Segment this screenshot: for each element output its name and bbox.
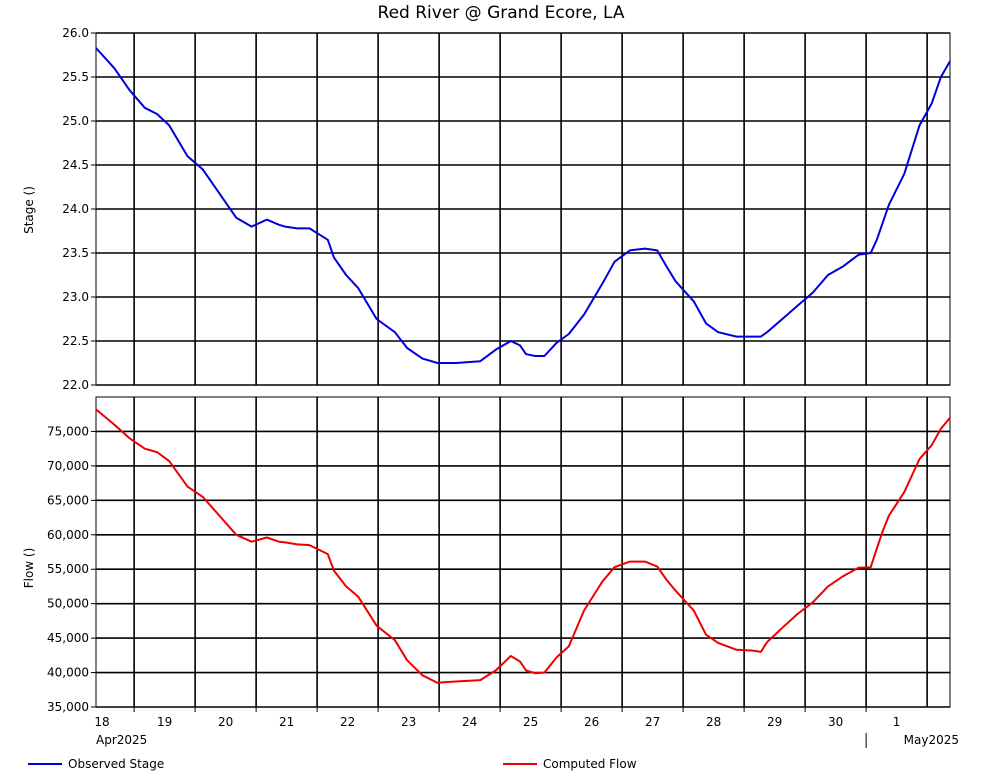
stage-ytick-label: 25.5 xyxy=(62,70,89,84)
x-tick-label: 18 xyxy=(94,715,109,729)
flow-ytick-label: 65,000 xyxy=(47,493,89,507)
flow-axis-label: Flow () xyxy=(22,548,36,589)
chart-title: Red River @ Grand Ecore, LA xyxy=(378,3,625,23)
stage-ytick-label: 25.0 xyxy=(62,114,89,128)
stage-ytick-label: 26.0 xyxy=(62,26,89,40)
x-month-label: May2025 xyxy=(904,733,959,747)
stage-ytick-label: 22.0 xyxy=(62,378,89,392)
flow-ytick-label: 60,000 xyxy=(47,528,89,542)
stage-ytick-label: 24.0 xyxy=(62,202,89,216)
x-tick-label: 28 xyxy=(706,715,721,729)
legend-flow-label: Computed Flow xyxy=(543,757,637,771)
flow-ytick-label: 40,000 xyxy=(47,666,89,680)
stage-axis-label: Stage () xyxy=(22,186,36,234)
x-tick-label: 30 xyxy=(828,715,843,729)
flow-ytick-label: 50,000 xyxy=(47,597,89,611)
stage-ytick-label: 23.0 xyxy=(62,290,89,304)
flow-ytick-label: 75,000 xyxy=(47,424,89,438)
x-tick-label: 23 xyxy=(401,715,416,729)
x-tick-label: 21 xyxy=(279,715,294,729)
stage-ytick-label: 22.5 xyxy=(62,334,89,348)
x-tick-label: 1 xyxy=(893,715,901,729)
flow-panel: 35,000 40,000 45,000 50,000 55,000 60,000 65,0… xyxy=(47,396,951,714)
stage-panel: 22.0 22.5 23.0 23.5 24.0 24.5 25.0 25.5 26.0 xyxy=(62,26,951,392)
flow-ytick-label: 70,000 xyxy=(47,459,89,473)
x-tick-label: 27 xyxy=(645,715,660,729)
stage-ytick-label: 23.5 xyxy=(62,246,89,260)
stage-ytick-label: 24.5 xyxy=(62,158,89,172)
stage-frame xyxy=(95,32,951,386)
x-tick-label: 20 xyxy=(218,715,233,729)
flow-ytick-label: 35,000 xyxy=(47,700,89,714)
flow-frame xyxy=(95,396,951,708)
x-tick-label: 22 xyxy=(340,715,355,729)
x-tick-label: 26 xyxy=(584,715,599,729)
flow-series-line xyxy=(95,408,951,684)
x-tick-label: 24 xyxy=(462,715,477,729)
legend: Observed Stage Computed Flow xyxy=(28,757,637,771)
x-tick-label: 25 xyxy=(523,715,538,729)
x-axis-labels: 18 19 20 21 22 23 24 25 26 27 28 29 30 1 Apr2025 May202… xyxy=(94,707,959,748)
legend-stage-label: Observed Stage xyxy=(68,757,164,771)
x-tick-label: 19 xyxy=(157,715,172,729)
stage-series-line xyxy=(95,47,951,364)
flow-ytick-label: 45,000 xyxy=(47,631,89,645)
x-month-label: Apr2025 xyxy=(96,733,147,747)
flow-ytick-label: 55,000 xyxy=(47,562,89,576)
x-tick-label: 29 xyxy=(767,715,782,729)
